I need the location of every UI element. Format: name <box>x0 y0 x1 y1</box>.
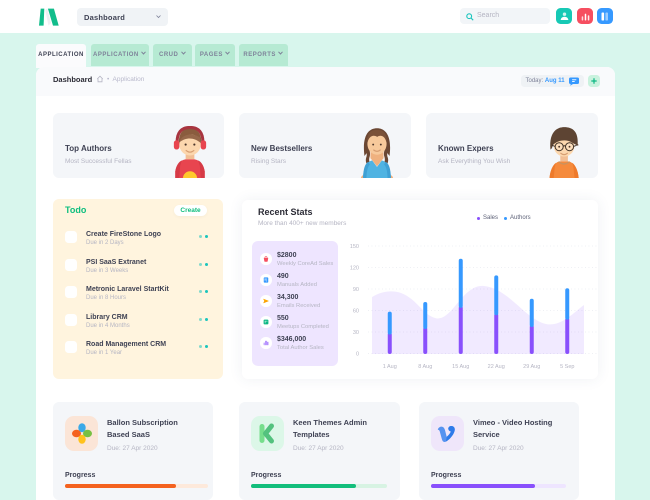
svg-text:30: 30 <box>353 330 359 336</box>
svg-text:8 Aug: 8 Aug <box>418 364 432 370</box>
svg-text:22 Aug: 22 Aug <box>488 364 505 370</box>
svg-text:120: 120 <box>350 266 359 272</box>
svg-text:150: 150 <box>350 244 359 250</box>
svg-text:5 Sep: 5 Sep <box>560 364 574 370</box>
svg-text:15 Aug: 15 Aug <box>452 364 469 370</box>
svg-text:60: 60 <box>353 309 359 315</box>
svg-text:0: 0 <box>356 352 359 358</box>
svg-text:90: 90 <box>353 287 359 293</box>
svg-text:1 Aug: 1 Aug <box>383 364 397 370</box>
svg-text:29 Aug: 29 Aug <box>523 364 540 370</box>
